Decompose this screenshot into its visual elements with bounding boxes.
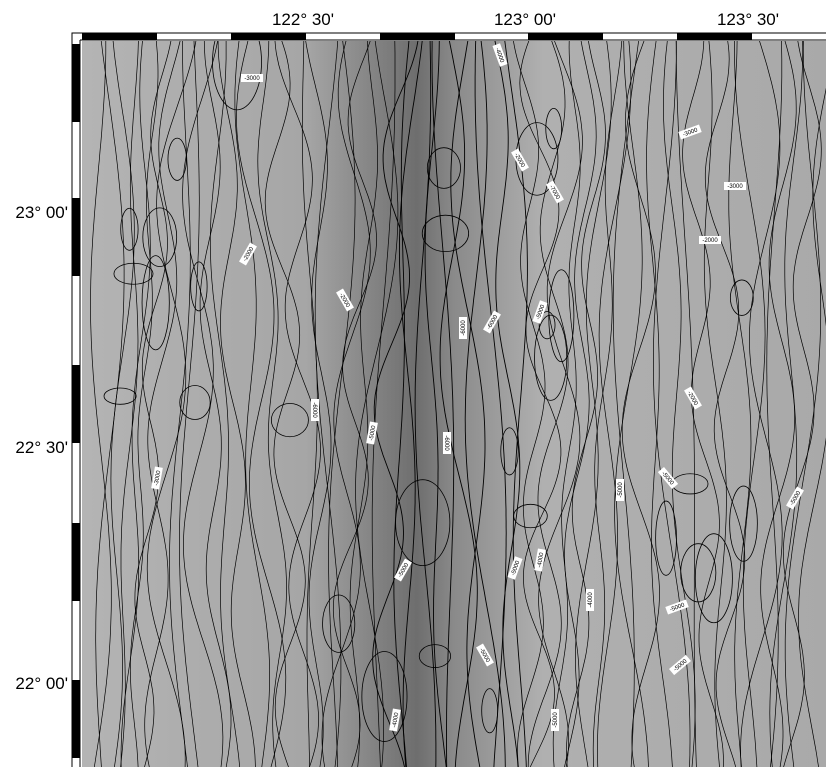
map: 122° 30' 123° 00' 123° 30' 23° 00' 22° 30' 22… (0, 0, 826, 767)
frame-segment (72, 44, 80, 122)
left-axis-label: 23° 00' (15, 203, 68, 222)
contour-label-group: -3000 (241, 74, 263, 82)
frame-segment (380, 33, 455, 40)
contour-label: -6000 (311, 402, 317, 418)
left-axis-label: 22° 30' (15, 438, 68, 457)
contour-label: -5000 (553, 712, 559, 728)
frame-segment (231, 33, 306, 40)
contour-label-group: -3000 (724, 182, 746, 190)
top-axis-label: 123° 30' (717, 10, 779, 29)
contour-label: -6000 (443, 435, 449, 451)
frame-segment (72, 365, 80, 443)
frame-segment (72, 523, 80, 601)
contour-label-group: -6000 (443, 432, 451, 454)
top-axis-label: 122° 30' (272, 10, 334, 29)
contour-label: -4000 (588, 592, 594, 608)
contour-label: -3000 (727, 184, 743, 190)
contour-label: -6000 (461, 320, 467, 336)
contour-label-group: -5000 (551, 709, 559, 731)
relief-background (82, 41, 826, 767)
frame-segment (677, 33, 752, 40)
contour-label-group: -2000 (699, 236, 721, 244)
contour-label: -2000 (702, 238, 718, 244)
frame-segment (82, 33, 157, 40)
frame-segment (72, 198, 80, 276)
left-axis-label: 22° 00' (15, 674, 68, 693)
contour-label: -3000 (244, 76, 260, 82)
top-axis-label: 123° 00' (494, 10, 556, 29)
frame-segment (528, 33, 603, 40)
contour-label-group: -5000 (616, 479, 624, 501)
contour-label-group: -6000 (311, 399, 319, 421)
contour-label-group: -4000 (586, 589, 594, 611)
contour-label: -5000 (618, 482, 624, 498)
frame-segment (72, 680, 80, 758)
contour-label-group: -6000 (459, 317, 467, 339)
